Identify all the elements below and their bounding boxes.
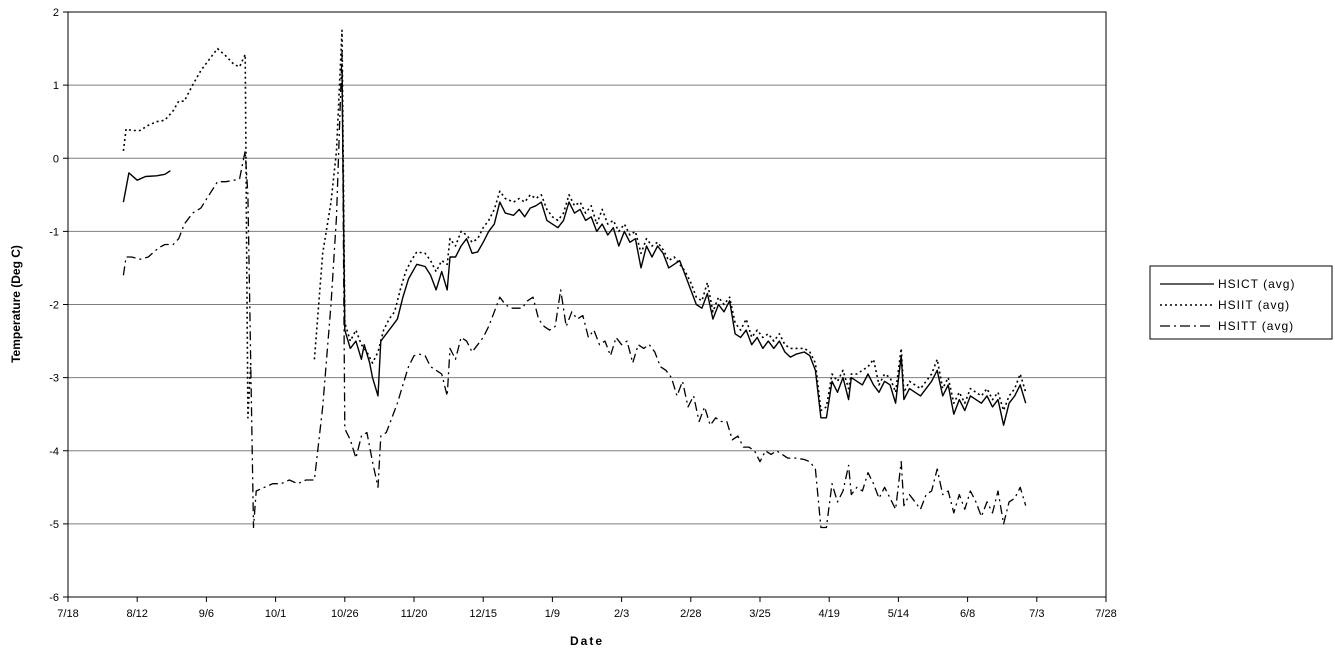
series-line [122,47,252,419]
x-axis-title: Date [570,634,604,648]
series-line [313,29,1027,412]
x-tick-label: 1/9 [545,608,560,620]
x-tick-label: 7/18 [57,608,78,620]
x-tick-label: 2/3 [614,608,629,620]
x-axis: 7/18 8/12 9/6 10/1 10/26 11/20 12/15 1/9 2/3 2/28… [57,597,1117,620]
x-tick-label: 2/28 [680,608,701,620]
series-hsiit-avg [122,29,1027,419]
x-tick-label: 12/15 [469,608,497,620]
y-tick-label: -4 [49,446,59,458]
y-tick-label: 2 [53,7,59,19]
gridlines [68,84,1106,525]
legend-label-hsict: HSICT (avg) [1218,277,1295,291]
x-tick-label: 7/3 [1029,608,1044,620]
legend-box [1149,265,1333,340]
series-line [341,70,1027,426]
series-hsict-avg [122,70,1027,426]
legend: HSICT (avg) HSIIT (avg) HSITT (avg) [1149,265,1333,340]
series-hsitt-avg [122,51,1027,529]
x-tick-label: 9/6 [199,608,214,620]
y-axis: 2 1 0 -1 -2 -3 -4 -5 -6 [49,7,68,604]
y-tick-label: -1 [49,226,59,238]
y-tick-label: 1 [53,80,59,92]
x-tick-label: 5/14 [888,608,909,620]
x-tick-label: 6/8 [960,608,975,620]
series-line [122,170,171,203]
legend-label-hsiit: HSIIT (avg) [1218,298,1290,312]
y-tick-label: -6 [49,592,59,604]
y-axis-title: Temperature (Deg C) [9,245,23,363]
series-line [122,51,1027,529]
y-tick-label: -3 [49,373,59,385]
x-tick-label: 8/12 [126,608,147,620]
series-layer [122,29,1027,529]
x-tick-label: 4/19 [818,608,839,620]
y-tick-label: -5 [49,519,59,531]
legend-label-hsitt: HSITT (avg) [1218,319,1294,333]
x-tick-label: 10/1 [265,608,286,620]
x-tick-label: 10/26 [331,608,359,620]
x-tick-label: 11/20 [401,608,428,620]
y-tick-label: 0 [53,153,59,165]
y-tick-label: -2 [49,300,59,312]
x-tick-label: 3/25 [749,608,770,620]
x-tick-label: 7/28 [1095,608,1116,620]
